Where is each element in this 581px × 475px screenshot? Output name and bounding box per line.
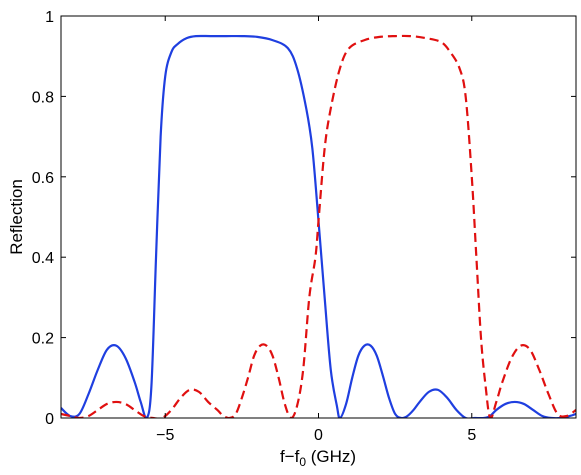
tick-layer: −5 0 5 0 0.2 0.4 0.6 0.8 1	[32, 9, 576, 444]
x-axis-label-main: f−f	[280, 447, 300, 466]
x-axis-label-subscript: 0	[299, 455, 306, 469]
x-tick-label: 5	[467, 427, 476, 444]
series-line-dashed	[61, 34, 576, 418]
x-axis-label: f−f0 (GHz)	[280, 447, 356, 469]
y-tick-label: 0	[45, 411, 54, 428]
x-axis-label-tail: (GHz)	[306, 447, 356, 466]
y-tick-label: 0.2	[32, 331, 54, 348]
y-tick-label: 0.8	[32, 89, 54, 106]
y-tick-label: 0.6	[32, 170, 54, 187]
y-axis-label: Reflection	[7, 179, 26, 255]
y-tick-label: 1	[45, 9, 54, 26]
x-tick-label: 0	[314, 427, 323, 444]
y-tick-label: 0.4	[32, 250, 54, 267]
x-tick-label: −5	[156, 427, 174, 444]
